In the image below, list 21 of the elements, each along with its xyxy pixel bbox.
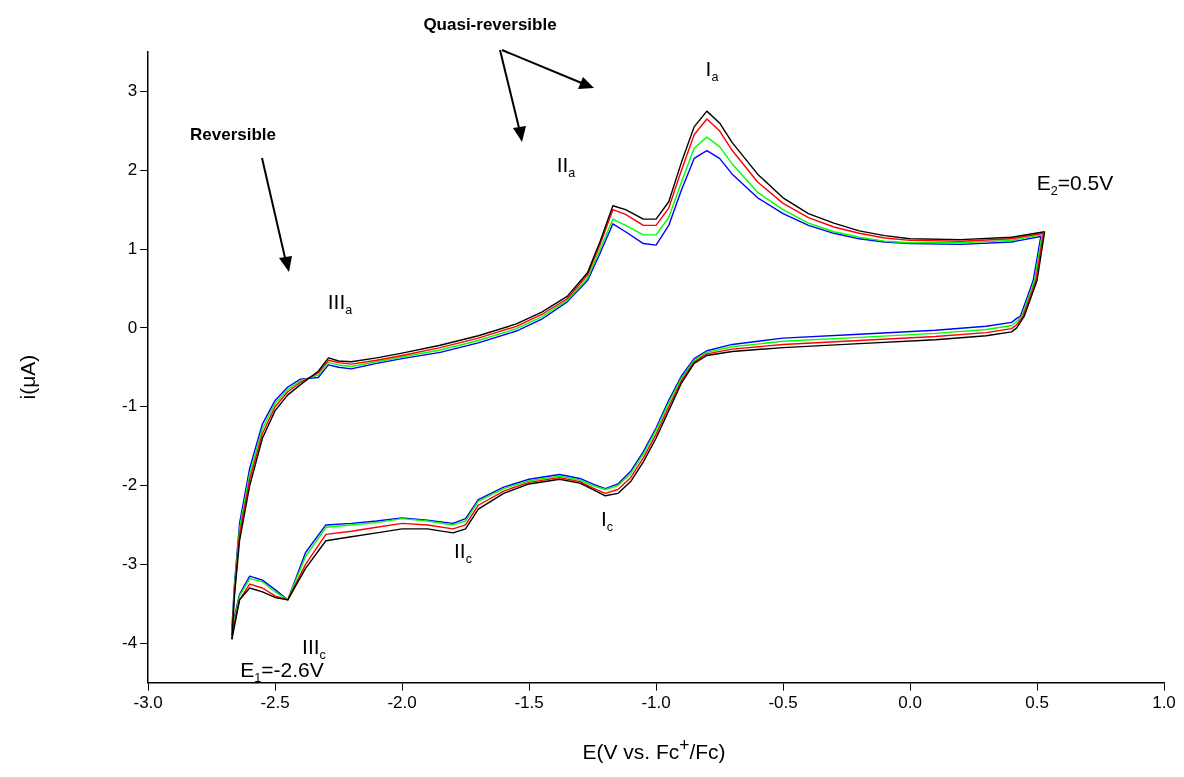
y-tick-label: 0 xyxy=(127,317,138,337)
y-tick-label: 3 xyxy=(127,81,138,101)
x-tick-label: -1.0 xyxy=(641,693,671,713)
x-tick-label: -2.0 xyxy=(387,693,417,713)
x-tick-label: -2.5 xyxy=(260,693,290,713)
x-tick-label: -1.5 xyxy=(514,693,544,713)
text: Quasi-reversible xyxy=(423,14,557,34)
y-tick-label: -1 xyxy=(121,396,138,416)
x-tick-label: -3.0 xyxy=(133,693,163,713)
annotation: Reversible xyxy=(190,124,276,144)
x-axis-title: E(V vs. Fc$^{+}$/Fc) xyxy=(581,735,727,764)
y-tick-label: 2 xyxy=(127,159,138,179)
x-tick-label: -0.5 xyxy=(768,693,798,713)
y-tick-label: 1 xyxy=(127,238,138,258)
y-tick-label: -2 xyxy=(121,475,138,495)
x-tick-label: 0.5 xyxy=(1025,693,1049,713)
x-tick-label: 0.0 xyxy=(898,693,922,713)
x-tick-label: 1.0 xyxy=(1152,693,1176,713)
y-tick-label: -4 xyxy=(121,632,138,652)
y-tick-label: -3 xyxy=(121,554,138,574)
y-axis-title: i(μA) xyxy=(16,353,40,402)
